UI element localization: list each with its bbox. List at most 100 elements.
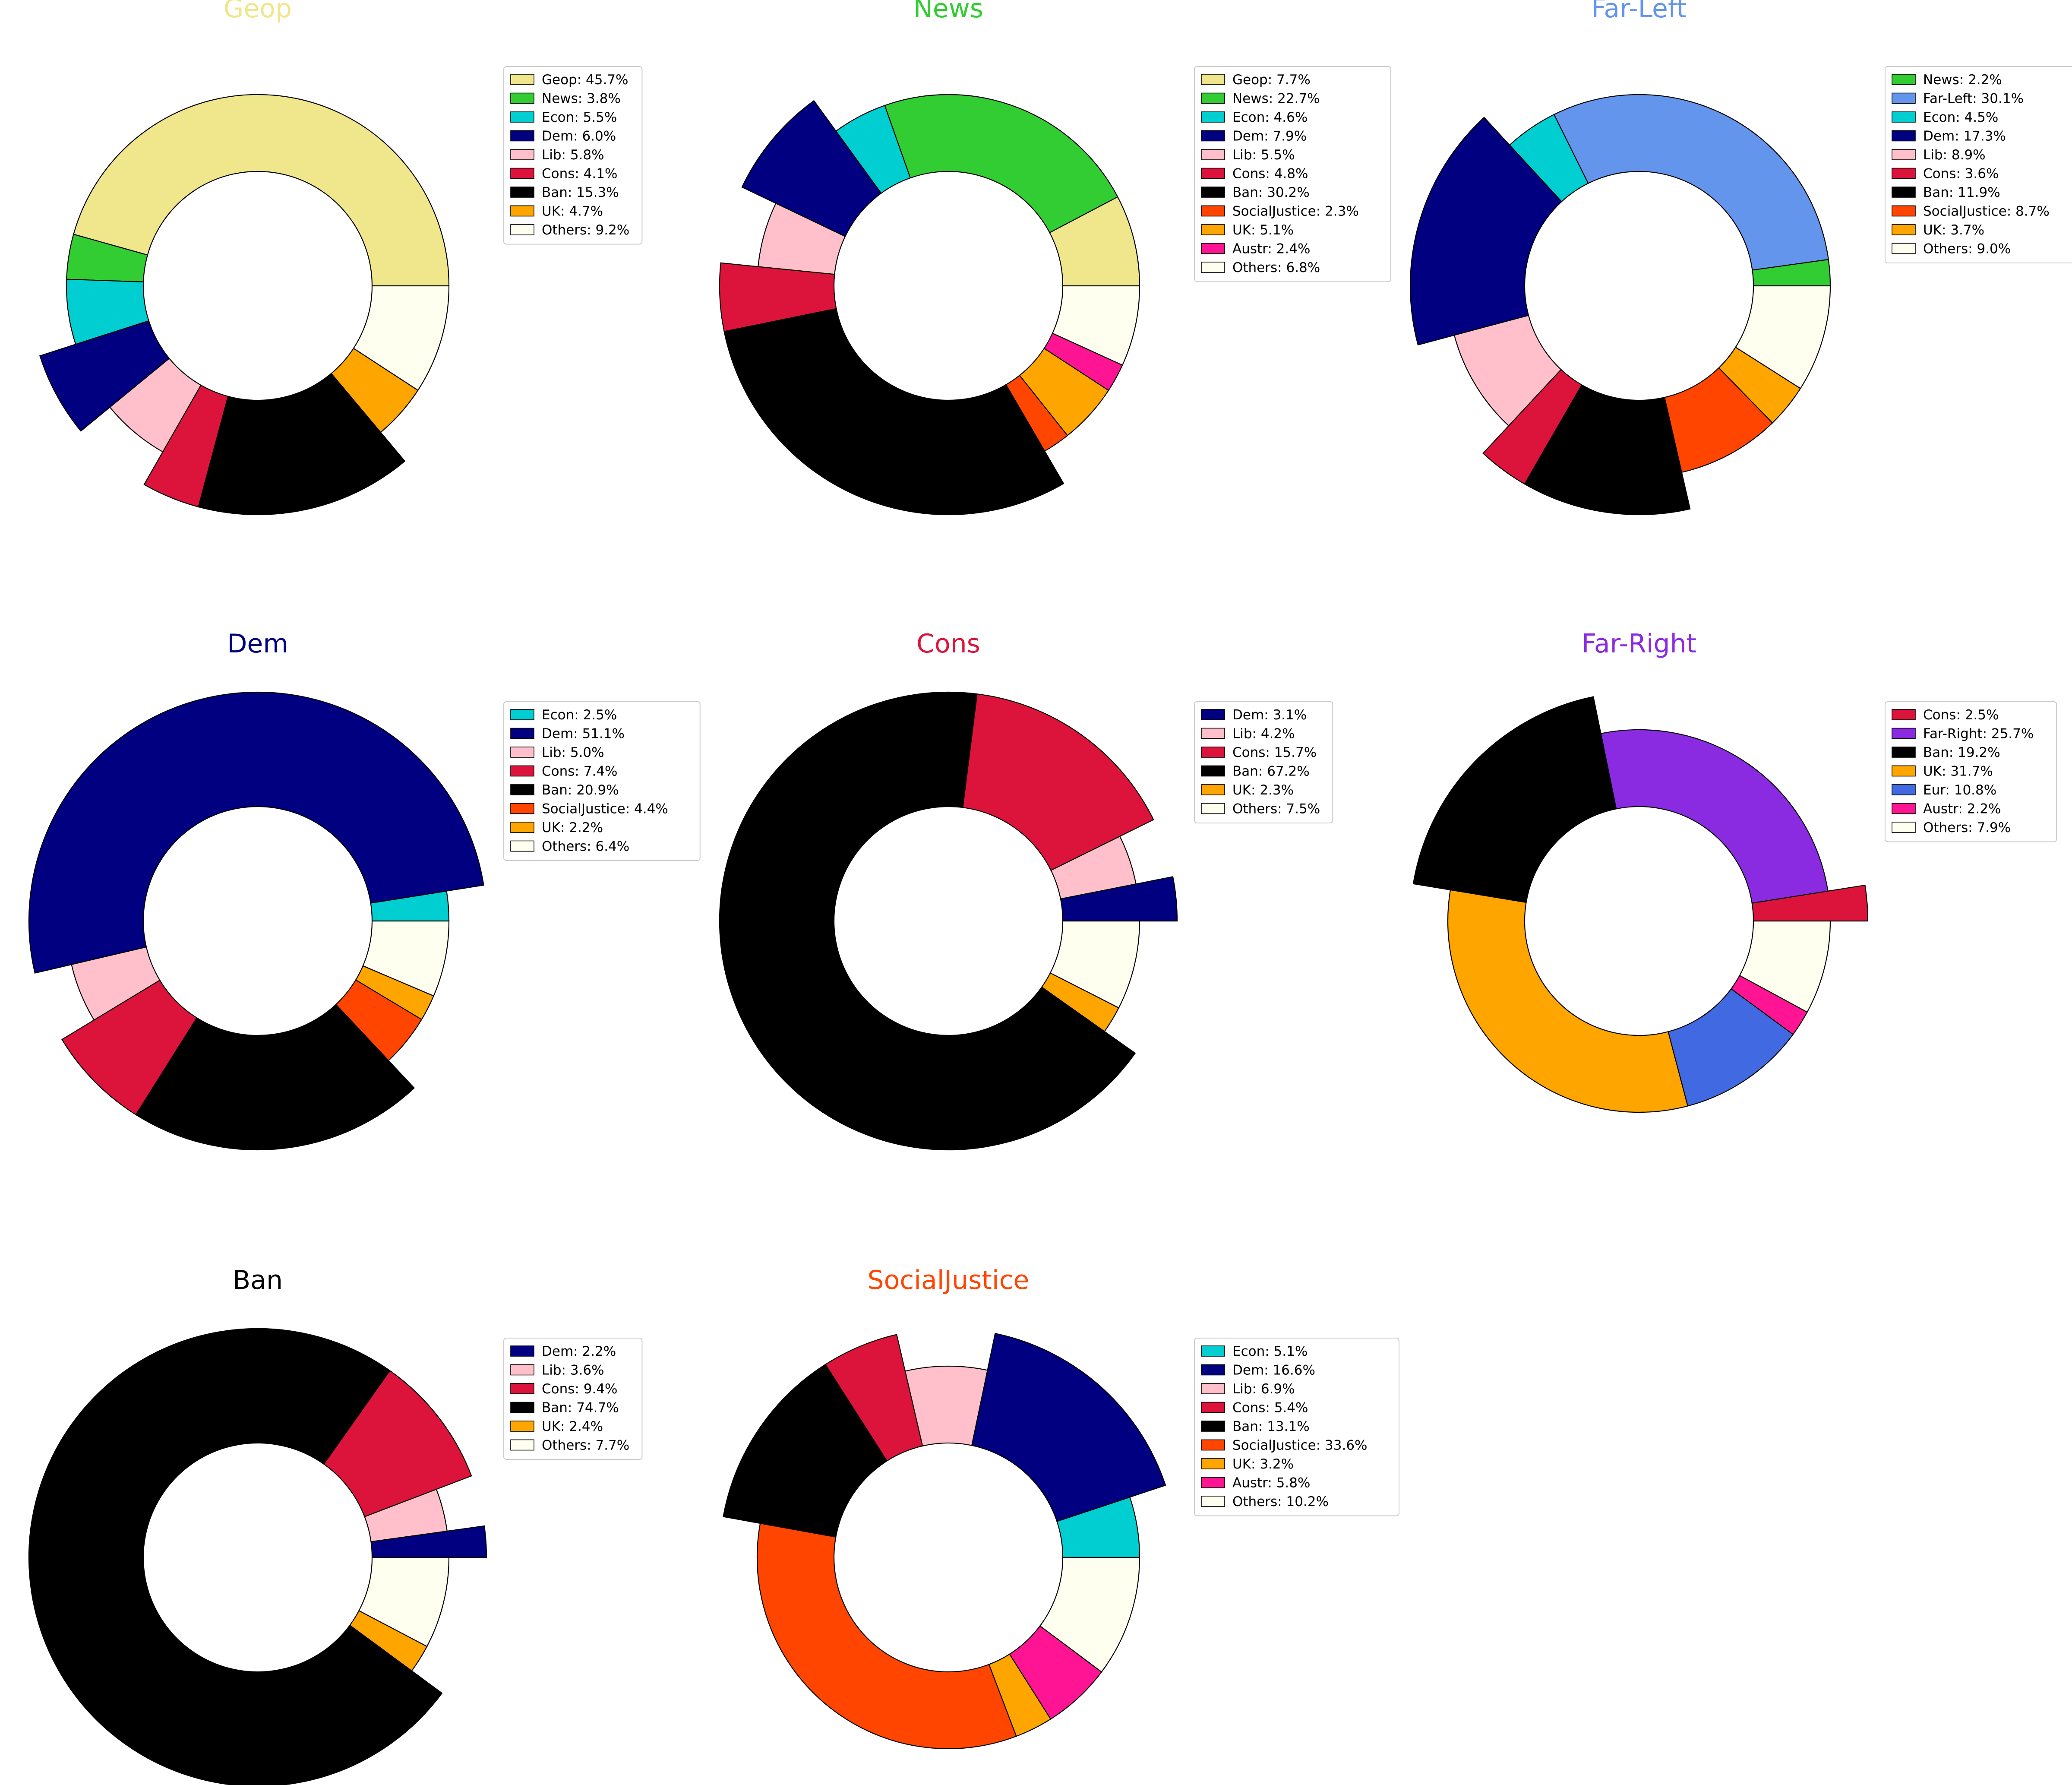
legend-label-dem: Dem: 17.3%	[1923, 129, 2006, 144]
legend-label-news: News: 22.7%	[1232, 91, 1320, 107]
wedge-socialjustice	[756, 1522, 1017, 1750]
legend-swatch-lib	[1892, 149, 1916, 160]
wedge-others	[362, 920, 450, 997]
legend-label-far-right: Far-Right: 25.7%	[1923, 726, 2034, 742]
wedge-ban	[198, 373, 406, 516]
legend-label-ban: Ban: 19.2%	[1923, 745, 2000, 760]
legend-swatch-socialjustice	[1892, 205, 1916, 217]
legend-label-uk: UK: 5.1%	[1232, 222, 1294, 238]
legend-label-austr: Austr: 2.4%	[1232, 241, 1310, 257]
wedge-cons	[323, 1370, 472, 1517]
legend-label-uk: UK: 2.4%	[542, 1419, 603, 1434]
wedge-geop	[73, 94, 450, 287]
legend-label-econ: Econ: 5.5%	[542, 110, 617, 125]
legend-label-econ: Econ: 4.5%	[1923, 110, 1998, 125]
legend-swatch-austr	[1201, 243, 1225, 254]
legend-swatch-austr	[1201, 1477, 1225, 1488]
chart-title: Dem	[227, 629, 288, 659]
legend-label-lib: Lib: 8.9%	[1923, 147, 1986, 163]
legend-label-econ: Econ: 4.6%	[1232, 110, 1308, 125]
legend-label-others: Others: 6.8%	[1232, 260, 1320, 275]
legend: Dem: 3.1% Lib: 4.2% Cons: 15.7% Ban: 67.2% U…	[1194, 701, 1333, 823]
legend-frame	[1194, 66, 1391, 282]
legend-frame	[503, 66, 643, 245]
legend-swatch-ban	[1201, 765, 1225, 777]
legend-frame	[503, 1338, 643, 1460]
legend-label-others: Others: 7.7%	[542, 1438, 629, 1453]
legend-swatch-ban	[1892, 187, 1916, 198]
legend-swatch-uk	[1201, 1458, 1225, 1469]
legend-swatch-dem	[1892, 130, 1916, 142]
wedge-others	[1735, 285, 1831, 389]
legend-label-lib: Lib: 3.6%	[542, 1363, 604, 1378]
legend-label-austr: Austr: 2.2%	[1923, 801, 2001, 817]
legend-swatch-others	[1892, 822, 1916, 833]
legend-swatch-lib	[1201, 728, 1225, 739]
legend: Econ: 5.1% Dem: 16.6% Lib: 6.9% Cons: 5.4% B…	[1194, 1338, 1399, 1516]
legend-label-socialjustice: SocialJustice: 2.3%	[1232, 204, 1359, 219]
legend-label-cons: Cons: 3.6%	[1923, 166, 1999, 182]
wedge-others	[353, 285, 450, 391]
legend-swatch-cons	[510, 168, 534, 179]
legend-swatch-socialjustice	[1201, 1439, 1225, 1451]
legend-label-ban: Ban: 13.1%	[1232, 1419, 1310, 1434]
legend-swatch-uk	[1892, 224, 1916, 235]
legend-label-socialjustice: SocialJustice: 8.7%	[1923, 204, 2050, 219]
wedge-others	[1049, 920, 1140, 1009]
legend-label-cons: Cons: 4.8%	[1232, 166, 1308, 182]
legend-swatch-news	[510, 92, 534, 104]
legend-label-uk: UK: 2.3%	[1232, 782, 1294, 798]
legend-swatch-others	[510, 1439, 534, 1451]
legend-swatch-lib	[1201, 1383, 1225, 1394]
legend-swatch-ban	[510, 1402, 534, 1413]
wedge-dem	[741, 100, 882, 237]
legend-swatch-geop	[510, 74, 534, 85]
legend-label-uk: UK: 4.7%	[542, 204, 603, 219]
legend-label-geop: Geop: 45.7%	[542, 72, 629, 88]
wedge-cons	[962, 693, 1154, 871]
legend-swatch-dem	[510, 1345, 534, 1357]
legend-label-dem: Dem: 6.0%	[542, 129, 616, 144]
donut-chart-dem: Dem Econ: 2.5% Dem: 51.1% Lib: 5.0% Cons: 7.…	[28, 629, 701, 1151]
donut-chart-geop: Geop Geop: 45.7% News: 3.8% Econ: 5.5% Dem: …	[39, 0, 643, 516]
legend-swatch-geop	[1201, 74, 1225, 85]
legend-swatch-socialjustice	[510, 803, 534, 814]
wedge-ban	[723, 308, 1064, 516]
legend-swatch-far-left	[1892, 92, 1916, 104]
legend-label-far-left: Far-Left: 30.1%	[1923, 91, 2024, 107]
wedge-news	[884, 94, 1118, 234]
legend-label-ban: Ban: 74.7%	[542, 1400, 619, 1416]
chart-title: Ban	[233, 1265, 283, 1295]
wedge-dem	[28, 691, 484, 974]
legend-label-lib: Lib: 4.2%	[1232, 726, 1295, 742]
legend-swatch-others	[1201, 262, 1225, 273]
wedge-others	[1739, 920, 1831, 1013]
legend-swatch-econ	[510, 709, 534, 720]
legend-frame	[503, 701, 701, 861]
legend-label-ban: Ban: 30.2%	[1232, 185, 1310, 200]
legend-swatch-ban	[1201, 187, 1225, 198]
legend-swatch-cons	[1892, 709, 1916, 720]
legend-label-ban: Ban: 15.3%	[542, 185, 619, 200]
wedge-dem	[1409, 117, 1563, 346]
legend-swatch-dem	[510, 728, 534, 739]
legend-label-socialjustice: SocialJustice: 4.4%	[542, 801, 668, 817]
legend-swatch-cons	[510, 765, 534, 777]
wedge-far-right	[1600, 729, 1829, 904]
wedge-others	[1039, 1557, 1140, 1673]
legend-swatch-dem	[510, 130, 534, 142]
legend-label-cons: Cons: 2.5%	[1923, 707, 1999, 723]
legend-swatch-others	[510, 224, 534, 235]
legend-frame	[1194, 701, 1333, 823]
legend-swatch-ban	[510, 784, 534, 795]
wedge-ban	[1524, 384, 1691, 516]
chart-title: Far-Right	[1582, 629, 1696, 659]
legend-swatch-lib	[1201, 149, 1225, 160]
legend-swatch-cons	[1201, 747, 1225, 758]
legend-label-ban: Ban: 11.9%	[1923, 185, 2000, 200]
legend: Geop: 7.7% News: 22.7% Econ: 4.6% Dem: 7.9%…	[1194, 66, 1391, 282]
legend-label-others: Others: 9.2%	[542, 222, 629, 238]
chart-title: Geop	[224, 0, 292, 24]
legend-swatch-dem	[1201, 1364, 1225, 1376]
